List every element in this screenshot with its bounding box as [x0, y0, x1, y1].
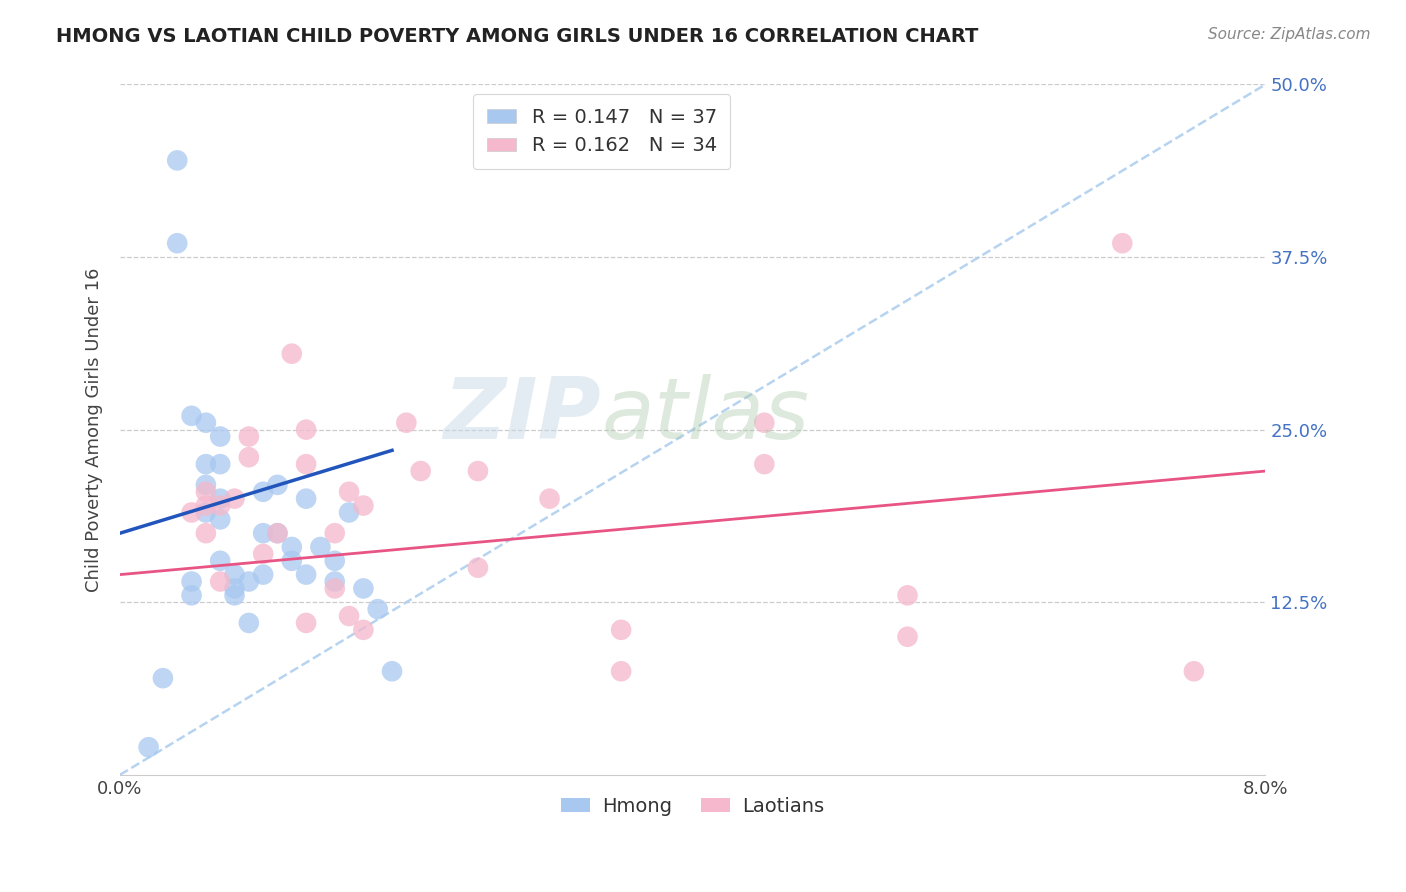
Point — [266, 526, 288, 541]
Point — [252, 484, 274, 499]
Text: ZIP: ZIP — [443, 375, 602, 458]
Point — [295, 423, 318, 437]
Point — [323, 526, 346, 541]
Point — [238, 574, 260, 589]
Point — [395, 416, 418, 430]
Point — [180, 574, 202, 589]
Point — [352, 499, 374, 513]
Point — [209, 574, 232, 589]
Point — [194, 478, 217, 492]
Point — [467, 560, 489, 574]
Point — [538, 491, 561, 506]
Point — [224, 567, 246, 582]
Point — [352, 582, 374, 596]
Point — [323, 574, 346, 589]
Point — [180, 506, 202, 520]
Point — [224, 582, 246, 596]
Text: HMONG VS LAOTIAN CHILD POVERTY AMONG GIRLS UNDER 16 CORRELATION CHART: HMONG VS LAOTIAN CHILD POVERTY AMONG GIR… — [56, 27, 979, 45]
Point — [281, 347, 304, 361]
Point — [381, 665, 404, 679]
Point — [152, 671, 174, 685]
Point — [194, 499, 217, 513]
Point — [1111, 236, 1133, 251]
Text: Source: ZipAtlas.com: Source: ZipAtlas.com — [1208, 27, 1371, 42]
Point — [209, 491, 232, 506]
Point — [180, 409, 202, 423]
Point — [209, 512, 232, 526]
Point — [166, 236, 188, 251]
Point — [194, 506, 217, 520]
Point — [224, 491, 246, 506]
Point — [610, 623, 633, 637]
Point — [295, 491, 318, 506]
Point — [896, 588, 918, 602]
Text: atlas: atlas — [602, 375, 808, 458]
Point — [281, 540, 304, 554]
Point — [295, 457, 318, 471]
Point — [209, 554, 232, 568]
Point — [224, 588, 246, 602]
Point — [180, 588, 202, 602]
Point — [194, 416, 217, 430]
Point — [266, 478, 288, 492]
Point — [166, 153, 188, 168]
Point — [209, 499, 232, 513]
Point — [295, 615, 318, 630]
Point — [138, 740, 160, 755]
Point — [754, 416, 776, 430]
Point — [238, 429, 260, 443]
Point — [252, 567, 274, 582]
Y-axis label: Child Poverty Among Girls Under 16: Child Poverty Among Girls Under 16 — [86, 268, 103, 591]
Point — [323, 582, 346, 596]
Point — [367, 602, 389, 616]
Point — [238, 615, 260, 630]
Point — [252, 526, 274, 541]
Point — [337, 506, 360, 520]
Point — [467, 464, 489, 478]
Legend: Hmong, Laotians: Hmong, Laotians — [554, 789, 832, 824]
Point — [896, 630, 918, 644]
Point — [610, 665, 633, 679]
Point — [194, 457, 217, 471]
Point — [266, 526, 288, 541]
Point — [309, 540, 332, 554]
Point — [409, 464, 432, 478]
Point — [323, 554, 346, 568]
Point — [209, 457, 232, 471]
Point — [209, 429, 232, 443]
Point — [337, 609, 360, 624]
Point — [754, 457, 776, 471]
Point — [238, 450, 260, 465]
Point — [295, 567, 318, 582]
Point — [252, 547, 274, 561]
Point — [194, 484, 217, 499]
Point — [194, 526, 217, 541]
Point — [1182, 665, 1205, 679]
Point — [281, 554, 304, 568]
Point — [352, 623, 374, 637]
Point — [337, 484, 360, 499]
